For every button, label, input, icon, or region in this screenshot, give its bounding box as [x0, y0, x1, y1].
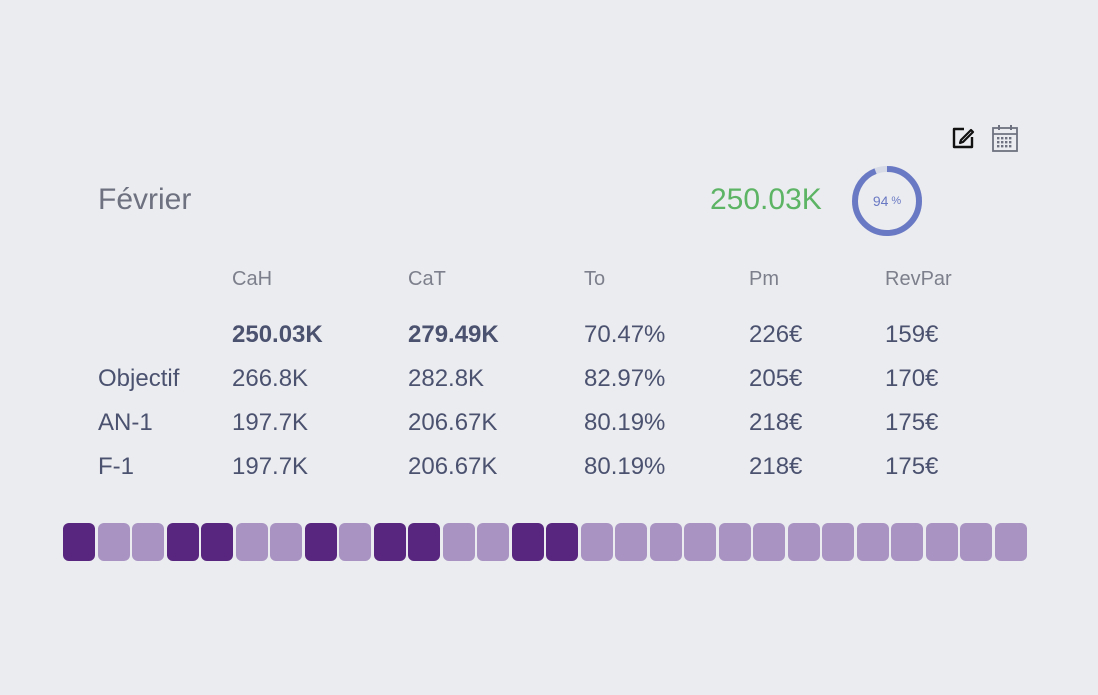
total-revenue: 250.03K — [710, 183, 822, 217]
day-cell[interactable] — [684, 523, 716, 561]
day-cell[interactable] — [995, 523, 1027, 561]
day-cell[interactable] — [891, 523, 923, 561]
cell-current-cat: 279.49K — [408, 321, 499, 349]
card-actions — [948, 122, 1020, 154]
day-cell[interactable] — [822, 523, 854, 561]
day-cell[interactable] — [512, 523, 544, 561]
day-cell[interactable] — [857, 523, 889, 561]
cell-objectif-cat: 282.8K — [408, 365, 484, 393]
cell-f-1-cah: 197.7K — [232, 453, 308, 481]
day-cell[interactable] — [650, 523, 682, 561]
cell-objectif-pm: 205€ — [749, 365, 802, 393]
day-cell[interactable] — [339, 523, 371, 561]
gauge-unit: % — [891, 195, 901, 207]
cell-current-revpar: 159€ — [885, 321, 938, 349]
row-label-f-1: F-1 — [98, 453, 134, 481]
calendar-button[interactable] — [990, 122, 1020, 154]
day-cell[interactable] — [98, 523, 130, 561]
cell-objectif-cah: 266.8K — [232, 365, 308, 393]
day-cell[interactable] — [926, 523, 958, 561]
cell-current-pm: 226€ — [749, 321, 802, 349]
cell-an-1-pm: 218€ — [749, 409, 802, 437]
cell-f-1-to: 80.19% — [584, 453, 665, 481]
day-cell[interactable] — [374, 523, 406, 561]
occupancy-gauge: 94% — [849, 163, 925, 239]
gauge-label: 94% — [849, 163, 925, 239]
day-cell[interactable] — [63, 523, 95, 561]
cell-current-to: 70.47% — [584, 321, 665, 349]
cell-an-1-cat: 206.67K — [408, 409, 497, 437]
column-header-cah: CaH — [232, 268, 272, 291]
day-cell[interactable] — [270, 523, 302, 561]
cell-f-1-revpar: 175€ — [885, 453, 938, 481]
edit-icon — [949, 124, 977, 152]
day-cell[interactable] — [960, 523, 992, 561]
column-header-cat: CaT — [408, 268, 446, 291]
row-label-objectif: Objectif — [98, 365, 179, 393]
day-cell[interactable] — [305, 523, 337, 561]
day-cell[interactable] — [546, 523, 578, 561]
column-header-to: To — [584, 268, 605, 291]
column-header-revpar: RevPar — [885, 268, 952, 291]
day-cell[interactable] — [615, 523, 647, 561]
day-cell[interactable] — [132, 523, 164, 561]
cell-f-1-cat: 206.67K — [408, 453, 497, 481]
column-header-pm: Pm — [749, 268, 779, 291]
cell-objectif-revpar: 170€ — [885, 365, 938, 393]
cell-current-cah: 250.03K — [232, 321, 323, 349]
cell-objectif-to: 82.97% — [584, 365, 665, 393]
day-cell[interactable] — [236, 523, 268, 561]
day-cell[interactable] — [201, 523, 233, 561]
day-cell[interactable] — [753, 523, 785, 561]
day-cell[interactable] — [788, 523, 820, 561]
day-cell[interactable] — [167, 523, 199, 561]
day-status-bar — [63, 523, 1027, 561]
day-cell[interactable] — [443, 523, 475, 561]
edit-button[interactable] — [948, 122, 978, 154]
cell-an-1-to: 80.19% — [584, 409, 665, 437]
day-cell[interactable] — [581, 523, 613, 561]
day-cell[interactable] — [408, 523, 440, 561]
cell-an-1-revpar: 175€ — [885, 409, 938, 437]
cell-f-1-pm: 218€ — [749, 453, 802, 481]
gauge-value: 94 — [873, 193, 889, 209]
month-title: Février — [98, 183, 191, 217]
day-cell[interactable] — [719, 523, 751, 561]
row-label-an-1: AN-1 — [98, 409, 153, 437]
cell-an-1-cah: 197.7K — [232, 409, 308, 437]
calendar-icon — [991, 123, 1019, 153]
day-cell[interactable] — [477, 523, 509, 561]
